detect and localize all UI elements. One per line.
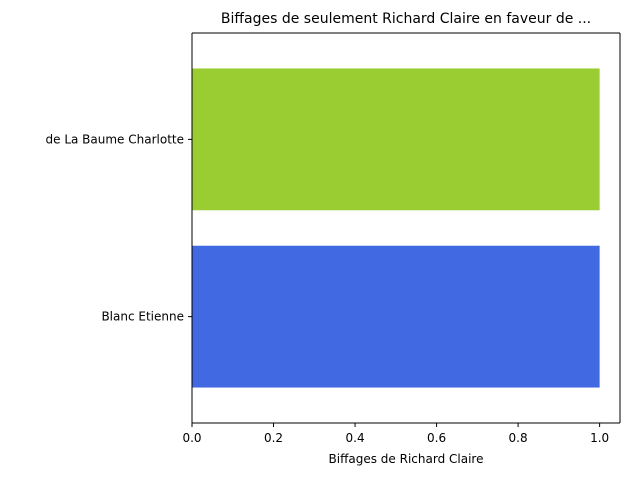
- axes-layer: [191, 32, 621, 424]
- category-label-0: de La Baume Charlotte: [46, 132, 185, 146]
- bars-layer: [192, 68, 600, 388]
- x-tick-label-1: 0.2: [264, 431, 283, 445]
- ticks-layer: 0.0 0.2 0.4 0.6 0.8 1.0: [182, 138, 609, 445]
- x-axis-label: Biffages de Richard Claire: [329, 452, 484, 466]
- x-tick-label-2: 0.4: [346, 431, 365, 445]
- x-tick-label-3: 0.6: [427, 431, 446, 445]
- bar-0: [192, 68, 600, 211]
- category-labels-layer: de La Baume Charlotte Blanc Etienne: [46, 132, 185, 323]
- bar-1: [192, 245, 600, 388]
- chart-title: Biffages de seulement Richard Claire en …: [221, 11, 591, 27]
- x-tick-label-5: 1.0: [590, 431, 609, 445]
- category-label-1: Blanc Etienne: [101, 310, 184, 324]
- x-tick-label-4: 0.8: [509, 431, 528, 445]
- x-tick-label-0: 0.0: [182, 431, 201, 445]
